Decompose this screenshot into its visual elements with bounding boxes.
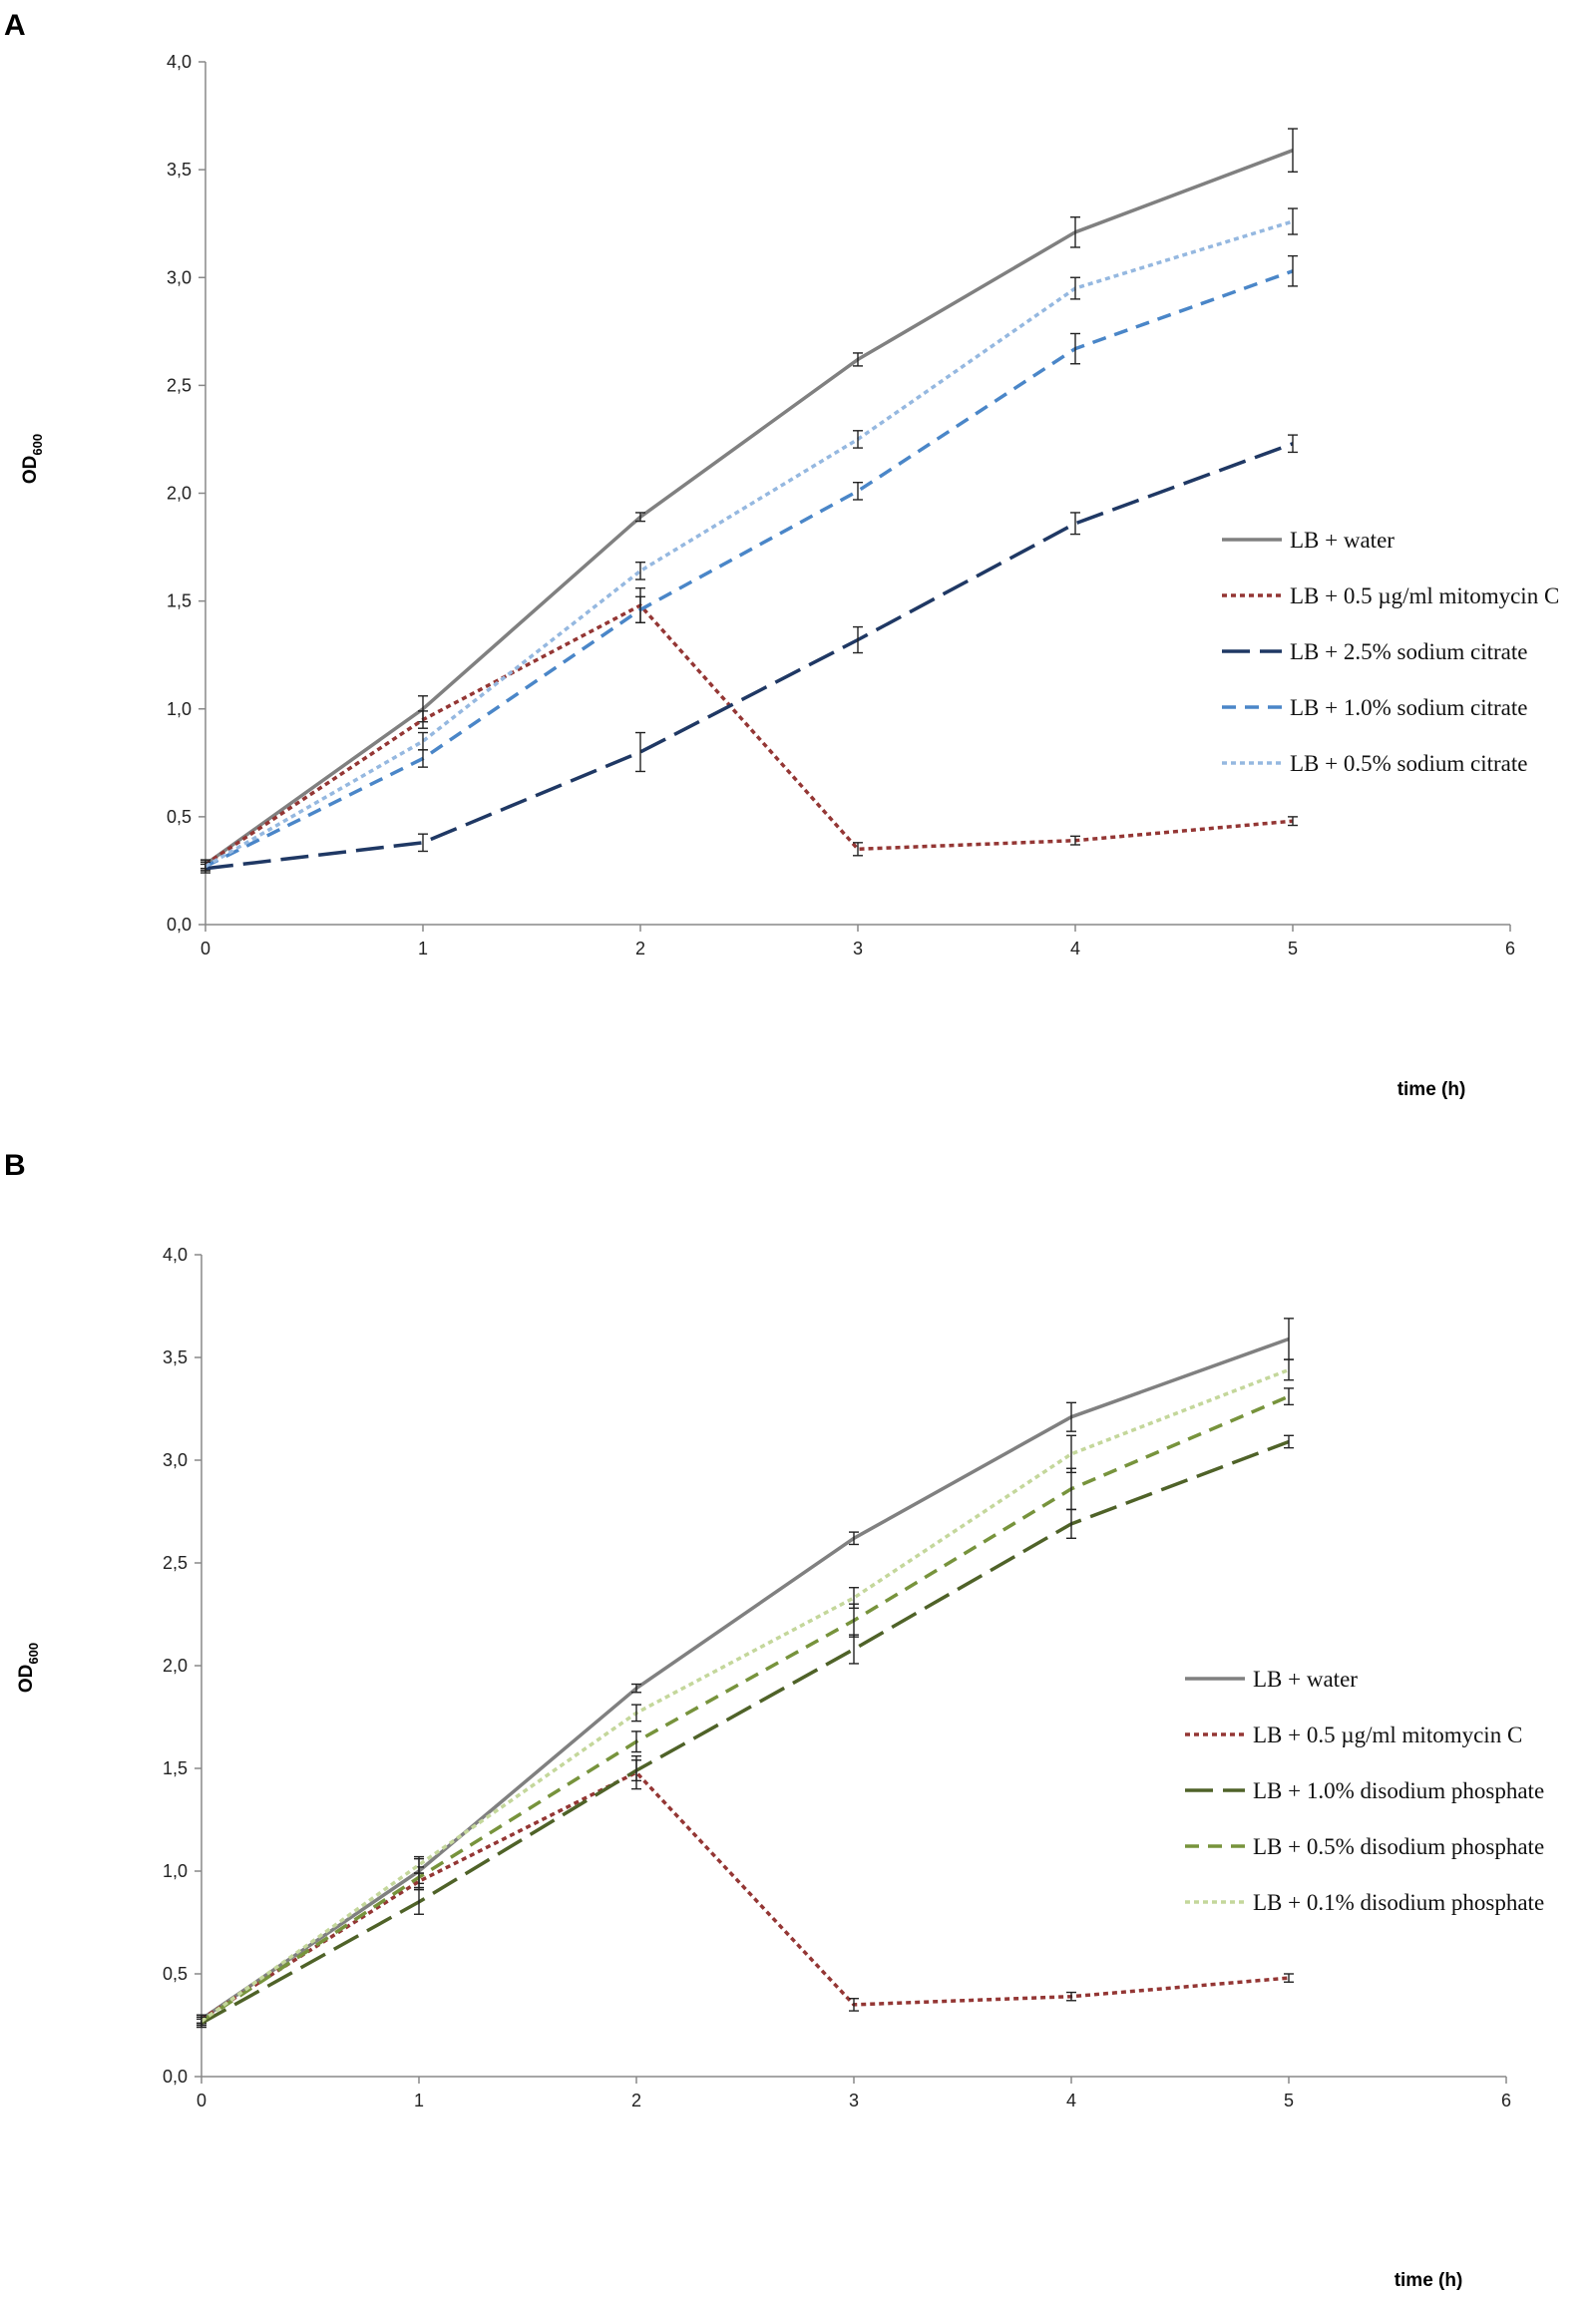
panel-a-series-lb-1-0-sodium-citrate [200,254,1298,872]
panel-b-line-lb-1-0-disodium-phosphate [200,1439,1290,2025]
panel-a-y-axis-label: OD [20,456,41,485]
panel-a-line-lb-2-5-sodium-citrate [204,442,1294,871]
panel-b-y-tick-label: 3,0 [163,1450,188,1470]
panel-b-y-tick-label: 3,5 [163,1347,188,1367]
panel-b-line-lb-0-1-disodium-phosphate [200,1367,1290,2023]
panel-b-line-lb-0-5-g-ml-mitomycin-c [200,1770,1290,2021]
panel-b-y-axis-title: OD600 [16,1643,41,1693]
panel-b-line-lb-water [200,1337,1290,2021]
panel-b-series-lb-1-0-disodium-phosphate [197,1434,1294,2029]
panel-b-series-lb-water [197,1318,1294,2025]
panel-a-chart: A OD600 time (h) 0,0 0,5 1,0 1,5 2,0 2,5 3,0 3,… [4,9,1559,1100]
panel-b-chart: B OD600 time (h) 0,0 0,5 1,0 1,5 2,0 2,5 3,0 3,… [4,1149,1544,2291]
panel-b-y-axis-subscript: 600 [26,1643,41,1665]
panel-a-x-tick-label: 3 [853,939,863,958]
panel-b-x-tick-label: 3 [849,2091,859,2110]
panel-a-legend-item: LB + 2.5% sodium citrate [1222,639,1527,664]
panel-b-line-lb-0-5-disodium-phosphate [200,1394,1290,2023]
panel-a-y-tick-label: 1,0 [167,699,192,719]
panel-b-legend-item: LB + 0.1% disodium phosphate [1185,1890,1544,1915]
panel-a-y-tick-label: 3,5 [167,160,192,180]
panel-a-legend-label: LB + 0.5% sodium citrate [1290,751,1527,776]
panel-a-x-tick-label: 0 [200,939,210,958]
panel-a-legend-label: LB + water [1290,528,1395,553]
panel-a-legend: LB + water LB + 0.5 µg/ml mitomycin C LB +… [1222,528,1559,776]
panel-b-x-tick-label: 0 [197,2091,206,2110]
panel-a-line-lb-1-0-sodium-citrate [204,269,1294,869]
panel-b-y-tick-label: 1,5 [163,1758,188,1778]
panel-a-line-lb-water [203,149,1294,866]
panel-a-x-tick-label: 1 [418,939,428,958]
panel-a-series-lb-0-5-sodium-citrate [200,207,1298,872]
panel-b-legend: LB + water LB + 0.5 µg/ml mitomycin C LB +… [1185,1667,1544,1915]
panel-a-legend-item: LB + 1.0% sodium citrate [1222,695,1527,720]
panel-a-legend-label: LB + 1.0% sodium citrate [1290,695,1527,720]
panel-b-legend-item: LB + 0.5 µg/ml mitomycin C [1185,1723,1522,1747]
panel-b-x-axis-title: time (h) [1395,2270,1463,2291]
panel-b-series-lb-0-1-disodium-phosphate [197,1358,1294,2027]
panel-a-y-tick-label: 2,0 [167,484,192,504]
panel-a-series [200,128,1298,874]
panel-a-series-lb-2-5-sodium-citrate [200,434,1298,874]
panel-a-y-axis-title: OD600 [20,434,45,484]
panel-b-y-tick-label: 0,0 [163,2067,188,2087]
panel-b-legend-label: LB + water [1253,1667,1358,1692]
panel-b-legend-label: LB + 0.5% disodium phosphate [1253,1834,1544,1859]
panel-b-series [197,1318,1294,2029]
panel-b-ticks: 0,0 0,5 1,0 1,5 2,0 2,5 3,0 3,5 4,0 0 1 2 3 4 5 6 [163,1245,1511,2110]
panel-b-y-tick-label: 0,5 [163,1964,188,1984]
panel-a-y-tick-label: 0,0 [167,915,192,935]
panel-a-y-tick-label: 1,5 [167,591,192,611]
panel-b-legend-label: LB + 1.0% disodium phosphate [1253,1778,1544,1803]
panel-a-line-lb-0-5-sodium-citrate [204,219,1294,869]
panel-b-x-tick-label: 1 [414,2091,424,2110]
panel-a-x-tick-label: 2 [635,939,645,958]
panel-a-letter: A [4,9,26,42]
panel-b-legend-item: LB + 1.0% disodium phosphate [1185,1778,1544,1803]
panel-a-y-tick-label: 4,0 [167,52,192,72]
panel-a-y-axis-subscript: 600 [30,434,45,456]
panel-a-series-lb-0-5-g-ml-mitomycin-c [200,586,1298,870]
panel-a-x-tick-label: 5 [1288,939,1298,958]
panel-a-x-tick-label: 4 [1070,939,1080,958]
panel-a-x-tick-label: 6 [1505,939,1515,958]
panel-a-legend-item: LB + 0.5 µg/ml mitomycin C [1222,583,1559,608]
panel-a-y-tick-label: 0,5 [167,807,192,827]
panel-a-y-tick-label: 3,0 [167,267,192,287]
panel-b-series-lb-0-5-g-ml-mitomycin-c [197,1754,1294,2025]
panel-b-x-tick-label: 5 [1284,2091,1294,2110]
svg-text:OD600: OD600 [20,434,45,484]
panel-b-y-tick-label: 1,0 [163,1861,188,1881]
panel-a-legend-item: LB + 0.5% sodium citrate [1222,751,1527,776]
panel-b-letter: B [4,1149,26,1182]
panel-b-legend-label: LB + 0.1% disodium phosphate [1253,1890,1544,1915]
panel-b-y-tick-label: 2,5 [163,1553,188,1573]
panel-b-x-tick-label: 2 [631,2091,641,2110]
panel-a-legend-label: LB + 0.5 µg/ml mitomycin C [1290,583,1559,608]
panel-a-legend-label: LB + 2.5% sodium citrate [1290,639,1527,664]
panel-b-series-lb-0-5-disodium-phosphate [197,1387,1294,2027]
panel-a-legend-item: LB + water [1222,528,1395,553]
panel-b-legend-item: LB + 0.5% disodium phosphate [1185,1834,1544,1859]
panel-a-line-lb-0-5-g-ml-mitomycin-c [204,603,1294,866]
panel-b-x-tick-label: 4 [1066,2091,1076,2110]
panel-b-y-axis-label: OD [16,1665,37,1694]
panel-b-y-tick-label: 4,0 [163,1245,188,1265]
panel-b-legend-item: LB + water [1185,1667,1358,1692]
panel-b-x-tick-label: 6 [1501,2091,1511,2110]
panel-a-y-tick-label: 2,5 [167,375,192,395]
panel-b-y-tick-label: 2,0 [163,1656,188,1676]
panel-a-ticks: 0,0 0,5 1,0 1,5 2,0 2,5 3,0 3,5 4,0 0 1 2 3 4 5 6 [167,52,1515,958]
panel-b-legend-label: LB + 0.5 µg/ml mitomycin C [1253,1723,1522,1747]
svg-text:OD600: OD600 [16,1643,41,1693]
panel-a-x-axis-title: time (h) [1397,1079,1466,1100]
